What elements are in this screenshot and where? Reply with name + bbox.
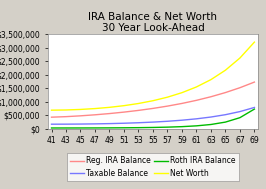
- Taxable Balance: [253, 106, 256, 109]
- Net Worth: [137, 102, 140, 105]
- Line: Reg. IRA Balance: Reg. IRA Balance: [52, 82, 254, 117]
- Roth IRA Balance: [238, 117, 242, 119]
- Line: Net Worth: Net Worth: [52, 42, 254, 110]
- Taxable Balance: [50, 123, 53, 125]
- Roth IRA Balance: [50, 127, 53, 129]
- Net Worth: [50, 109, 53, 111]
- Reg. IRA Balance: [50, 116, 53, 118]
- Taxable Balance: [238, 110, 242, 113]
- Taxable Balance: [195, 118, 198, 120]
- Taxable Balance: [209, 116, 213, 118]
- Taxable Balance: [224, 114, 227, 116]
- Title: IRA Balance & Net Worth
30 Year Look-Ahead: IRA Balance & Net Worth 30 Year Look-Ahe…: [89, 12, 217, 33]
- Taxable Balance: [166, 120, 169, 122]
- Net Worth: [93, 107, 97, 110]
- Roth IRA Balance: [166, 126, 169, 128]
- Roth IRA Balance: [253, 108, 256, 110]
- Taxable Balance: [108, 122, 111, 125]
- Line: Roth IRA Balance: Roth IRA Balance: [52, 109, 254, 128]
- Reg. IRA Balance: [137, 109, 140, 112]
- Roth IRA Balance: [93, 127, 97, 129]
- Legend: Reg. IRA Balance, Taxable Balance, Roth IRA Balance, Net Worth: Reg. IRA Balance, Taxable Balance, Roth …: [67, 153, 239, 181]
- Net Worth: [224, 69, 227, 71]
- Taxable Balance: [79, 123, 82, 125]
- Net Worth: [180, 91, 184, 94]
- Roth IRA Balance: [209, 123, 213, 126]
- Reg. IRA Balance: [151, 107, 155, 110]
- Reg. IRA Balance: [253, 81, 256, 83]
- Taxable Balance: [151, 121, 155, 123]
- Reg. IRA Balance: [64, 115, 68, 118]
- Roth IRA Balance: [137, 126, 140, 129]
- Reg. IRA Balance: [180, 102, 184, 105]
- Net Worth: [108, 106, 111, 108]
- Roth IRA Balance: [180, 125, 184, 128]
- Taxable Balance: [93, 123, 97, 125]
- Reg. IRA Balance: [108, 112, 111, 115]
- Reg. IRA Balance: [166, 105, 169, 107]
- Roth IRA Balance: [224, 121, 227, 123]
- Roth IRA Balance: [108, 127, 111, 129]
- Reg. IRA Balance: [238, 87, 242, 89]
- Reg. IRA Balance: [195, 99, 198, 101]
- Reg. IRA Balance: [209, 96, 213, 98]
- Net Worth: [166, 96, 169, 98]
- Taxable Balance: [137, 122, 140, 124]
- Reg. IRA Balance: [93, 114, 97, 116]
- Net Worth: [122, 105, 126, 107]
- Net Worth: [151, 100, 155, 102]
- Roth IRA Balance: [122, 127, 126, 129]
- Taxable Balance: [64, 123, 68, 125]
- Taxable Balance: [122, 122, 126, 124]
- Net Worth: [79, 108, 82, 111]
- Reg. IRA Balance: [79, 115, 82, 117]
- Net Worth: [253, 41, 256, 43]
- Roth IRA Balance: [151, 126, 155, 129]
- Roth IRA Balance: [64, 127, 68, 129]
- Line: Taxable Balance: Taxable Balance: [52, 108, 254, 124]
- Net Worth: [64, 109, 68, 111]
- Net Worth: [209, 78, 213, 81]
- Net Worth: [195, 86, 198, 88]
- Reg. IRA Balance: [224, 91, 227, 94]
- Reg. IRA Balance: [122, 111, 126, 113]
- Taxable Balance: [180, 119, 184, 121]
- Net Worth: [238, 57, 242, 59]
- Roth IRA Balance: [195, 125, 198, 127]
- Roth IRA Balance: [79, 127, 82, 129]
